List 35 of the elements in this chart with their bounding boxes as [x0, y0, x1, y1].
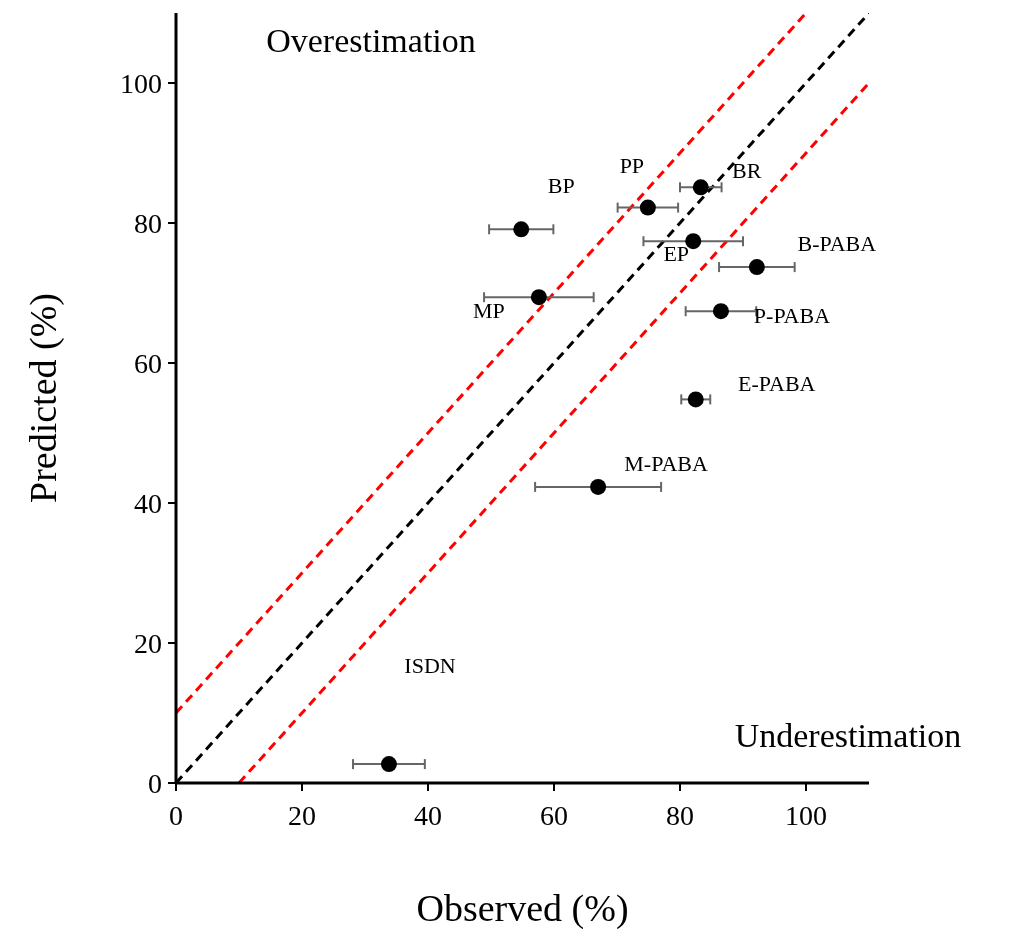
annotation: PP: [619, 153, 645, 179]
x-axis-title: Observed (%): [416, 887, 629, 929]
x-tick-label: 40: [414, 800, 442, 831]
point: [687, 391, 704, 408]
y-tick-label: 60: [134, 347, 162, 379]
annotation: EP: [663, 240, 690, 266]
annotation: BP: [547, 173, 575, 198]
y-tick-label: 100: [120, 67, 162, 99]
x-tick-label: 0: [169, 800, 183, 831]
y-axis-title: Predicted (%): [22, 293, 65, 503]
annotation: MP: [472, 297, 505, 323]
x-tick-label: 60: [540, 800, 568, 831]
point: [590, 478, 607, 495]
point: [692, 179, 709, 196]
annotation: P-PABA: [753, 302, 831, 328]
point: [712, 303, 729, 320]
annotation: B-PABA: [797, 230, 877, 256]
annotation: E-PABA: [738, 371, 816, 397]
x-tick-label: 100: [785, 800, 827, 831]
x-tick-label: 20: [288, 800, 316, 831]
y-tick-label: 20: [134, 627, 162, 659]
annotation: ISDN: [404, 652, 456, 678]
y-tick-label: 80: [134, 207, 162, 239]
point: [513, 221, 530, 238]
y-tick-label: 0: [148, 767, 162, 799]
annotation: M-PABA: [624, 450, 708, 476]
point: [639, 199, 656, 216]
point: [530, 289, 547, 306]
point: [748, 259, 765, 276]
x-tick-label: 80: [666, 800, 694, 831]
y-tick-label: 40: [134, 487, 162, 519]
annotation: Underestimation: [734, 716, 962, 754]
point: [380, 756, 397, 773]
annotation: Overestimation: [266, 21, 476, 59]
annotation: BR: [732, 158, 762, 183]
